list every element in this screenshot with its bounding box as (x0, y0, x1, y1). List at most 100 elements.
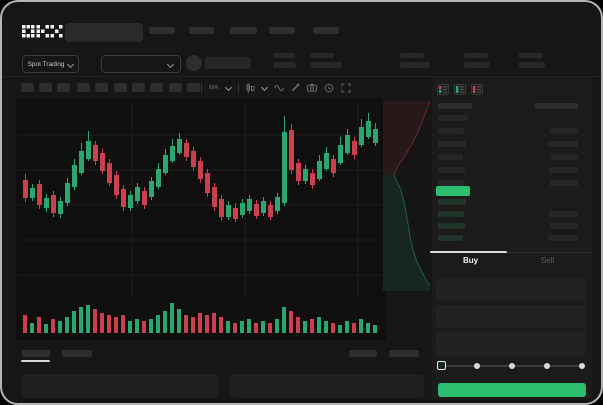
volume-bar (261, 321, 265, 333)
interval-button[interactable] (57, 83, 70, 92)
candle (324, 147, 329, 171)
nav-item[interactable] (189, 27, 214, 34)
bottom-tab[interactable] (349, 350, 377, 357)
ticker-stat-label (519, 53, 543, 58)
candle (58, 197, 63, 218)
interval-button[interactable] (39, 83, 52, 92)
bottom-tab[interactable] (22, 350, 50, 357)
candle (310, 169, 315, 189)
market-type-selector[interactable]: Spot Trading (22, 55, 79, 73)
interval-button[interactable] (187, 83, 200, 92)
volume-bar (282, 307, 286, 333)
candle (37, 180, 42, 209)
candle (296, 159, 301, 185)
volume-bar (331, 323, 335, 333)
slider-stop[interactable] (579, 363, 585, 369)
interval-button[interactable] (114, 83, 127, 92)
orderbook-combined-view-icon[interactable] (437, 84, 449, 95)
candle (198, 157, 203, 183)
candle (338, 137, 343, 165)
ask-row-price (438, 115, 468, 121)
candle (149, 177, 154, 200)
ask-row-price (438, 180, 464, 186)
volume-bar (338, 325, 342, 333)
volume-bar (156, 315, 160, 333)
camera-icon[interactable] (306, 83, 317, 92)
candle-type-icon[interactable] (246, 82, 255, 93)
nav-item[interactable] (269, 27, 295, 34)
ask-row-amount (550, 180, 578, 186)
ticker-stat-value (519, 62, 545, 68)
nav-item[interactable] (149, 27, 175, 34)
toolbar-divider (201, 82, 202, 93)
nav-item[interactable] (313, 27, 339, 34)
volume-bar (86, 305, 90, 333)
draw-tool-icon[interactable] (291, 83, 300, 92)
bid-row-amount (549, 211, 578, 217)
chevron-down-icon (67, 60, 75, 68)
pair-name-placeholder (205, 57, 251, 69)
candle (373, 123, 378, 146)
volume-bar (254, 323, 258, 333)
volume-bar (275, 319, 279, 333)
slider-stop[interactable] (544, 363, 550, 369)
volume-bar (79, 307, 83, 333)
tab-buy[interactable]: Buy (462, 256, 479, 265)
volume-bar (240, 321, 244, 333)
tab-sell[interactable]: Sell (540, 256, 555, 265)
candle (51, 191, 56, 217)
buy-submit-button[interactable] (438, 383, 586, 397)
slider-stop[interactable] (474, 363, 480, 369)
last-price-badge (436, 186, 470, 196)
slider-stop[interactable] (509, 363, 515, 369)
volume-bar (23, 315, 27, 333)
nav-item[interactable] (230, 27, 257, 34)
candle (135, 183, 140, 204)
volume-bar (44, 324, 48, 333)
trade-panel: Buy Sell (430, 77, 592, 399)
interval-button[interactable] (21, 83, 34, 92)
orderbook-price-header (438, 103, 472, 109)
active-tab-indicator (430, 251, 507, 253)
ticker-stat-value (464, 62, 490, 68)
chevron-down-icon[interactable] (224, 83, 232, 92)
search-input[interactable] (65, 23, 143, 42)
candle (100, 149, 105, 174)
candle (205, 169, 210, 197)
ask-row-price (438, 141, 466, 147)
interval-button[interactable] (169, 83, 182, 92)
chevron-down-icon[interactable] (260, 83, 268, 92)
candle (44, 194, 49, 212)
volume-bar (303, 321, 307, 333)
volume-bar (233, 323, 237, 333)
price-input[interactable] (436, 278, 586, 301)
indicator-label[interactable]: MA (209, 84, 219, 91)
candle (30, 184, 35, 201)
fullscreen-icon[interactable] (341, 83, 351, 93)
okx-logo[interactable] (22, 25, 63, 38)
slider-handle[interactable] (437, 361, 446, 370)
candle (275, 193, 280, 214)
bottom-tab[interactable] (389, 350, 419, 357)
interval-button[interactable] (150, 83, 163, 92)
interval-button[interactable] (95, 83, 108, 92)
volume-bar (219, 317, 223, 333)
candle (331, 155, 336, 177)
pair-selector[interactable] (101, 55, 181, 73)
orderbook-asks-view-icon[interactable] (471, 84, 483, 95)
wave-indicator-icon[interactable] (273, 83, 284, 92)
interval-button[interactable] (132, 83, 145, 92)
volume-bar (93, 309, 97, 333)
toolbar-divider (237, 82, 239, 93)
ask-row-amount (548, 141, 578, 147)
history-icon[interactable] (324, 83, 334, 93)
volume-bar (212, 313, 216, 333)
interval-button[interactable] (77, 83, 90, 92)
total-input[interactable] (436, 331, 586, 355)
bids-depth-area (383, 175, 430, 291)
orderbook-bids-view-icon[interactable] (454, 84, 466, 95)
price-chart[interactable] (16, 98, 386, 340)
amount-input[interactable] (436, 305, 586, 328)
bottom-tab[interactable] (62, 350, 92, 357)
candle (184, 139, 189, 161)
